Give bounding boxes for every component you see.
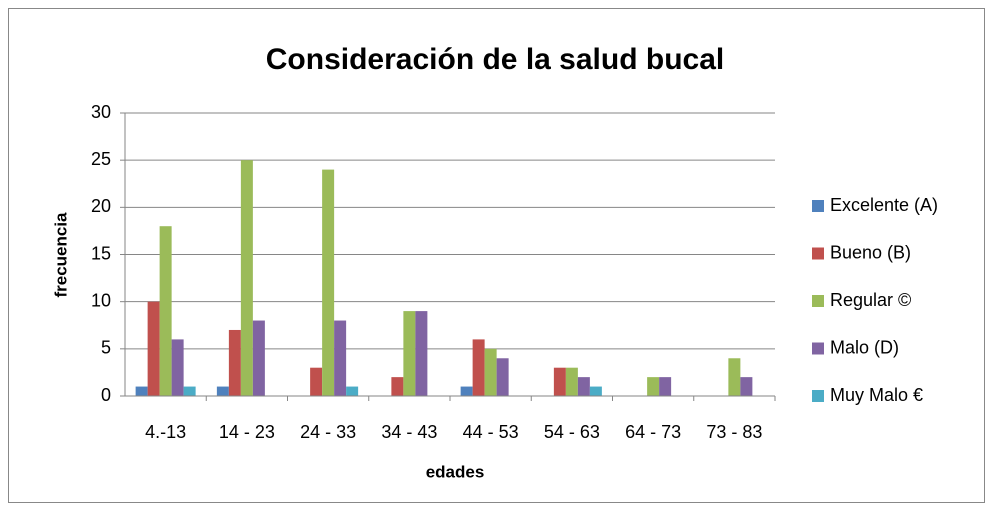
bar [647, 377, 660, 396]
x-tick-label: 44 - 53 [463, 422, 519, 442]
bar [496, 358, 509, 396]
bar [565, 367, 578, 396]
bar [346, 386, 359, 396]
legend-label: Bueno (B) [830, 242, 911, 262]
bar [472, 339, 485, 396]
x-tick-label: 14 - 23 [219, 422, 275, 442]
x-axis-label: edades [426, 462, 485, 481]
bar [334, 320, 347, 396]
bar [484, 348, 497, 396]
x-tick-label: 64 - 73 [625, 422, 681, 442]
bar [310, 367, 323, 396]
legend-label: Regular © [830, 290, 911, 310]
bar [391, 377, 404, 396]
y-tick-label: 5 [101, 338, 111, 358]
y-tick-label: 20 [91, 196, 111, 216]
x-tick-label: 4.-13 [145, 422, 186, 442]
bar [135, 386, 148, 396]
chart-title: Consideración de la salud bucal [266, 43, 724, 76]
bar [322, 169, 335, 396]
x-tick-label: 73 - 83 [706, 422, 762, 442]
y-tick-label: 0 [101, 385, 111, 405]
bar [728, 358, 741, 396]
x-tick-label: 34 - 43 [381, 422, 437, 442]
y-tick-label: 25 [91, 149, 111, 169]
legend-swatch [812, 200, 824, 212]
bar [183, 386, 196, 396]
bar [216, 386, 229, 396]
legend-label: Malo (D) [830, 337, 899, 357]
legend-label: Muy Malo € [830, 385, 923, 405]
legend-swatch [812, 295, 824, 307]
bar [589, 386, 602, 396]
bar [577, 377, 590, 396]
legend-swatch [812, 390, 824, 402]
legend-swatch [812, 247, 824, 260]
y-axis-label: frecuencia [51, 212, 70, 298]
bar [252, 320, 265, 396]
bar [403, 311, 416, 396]
y-tick-label: 30 [91, 102, 111, 122]
bar [740, 377, 753, 396]
bar [659, 377, 672, 396]
bar [553, 367, 566, 396]
legend-swatch [812, 342, 824, 355]
bar [171, 339, 184, 396]
bar [159, 226, 172, 396]
bar [240, 160, 253, 396]
x-tick-label: 24 - 33 [300, 422, 356, 442]
bar [228, 329, 241, 396]
x-tick-label: 54 - 63 [544, 422, 600, 442]
bar [147, 301, 160, 396]
bar [460, 386, 473, 396]
legend-label: Excelente (A) [830, 195, 938, 215]
y-tick-label: 15 [91, 243, 111, 263]
y-tick-label: 10 [91, 290, 111, 310]
bar [415, 311, 428, 396]
